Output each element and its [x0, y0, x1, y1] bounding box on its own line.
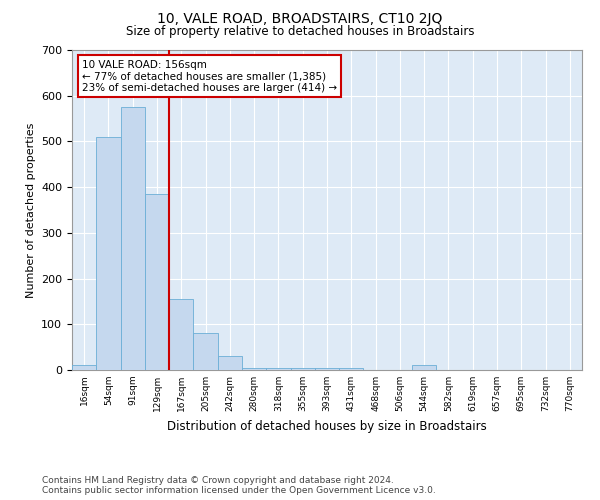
Bar	[96, 137, 121, 370]
Bar	[145, 194, 169, 370]
Text: Contains HM Land Registry data © Crown copyright and database right 2024.
Contai: Contains HM Land Registry data © Crown c…	[42, 476, 436, 495]
Bar	[266, 368, 290, 370]
Bar	[169, 299, 193, 370]
Text: 10 VALE ROAD: 156sqm
← 77% of detached houses are smaller (1,385)
23% of semi-de: 10 VALE ROAD: 156sqm ← 77% of detached h…	[82, 60, 337, 93]
Bar	[315, 368, 339, 370]
Bar	[290, 368, 315, 370]
Y-axis label: Number of detached properties: Number of detached properties	[26, 122, 35, 298]
Bar	[72, 366, 96, 370]
Bar	[412, 366, 436, 370]
Bar	[242, 368, 266, 370]
Bar	[193, 334, 218, 370]
Text: Size of property relative to detached houses in Broadstairs: Size of property relative to detached ho…	[126, 25, 474, 38]
Bar	[218, 356, 242, 370]
Text: 10, VALE ROAD, BROADSTAIRS, CT10 2JQ: 10, VALE ROAD, BROADSTAIRS, CT10 2JQ	[157, 12, 443, 26]
Bar	[339, 368, 364, 370]
X-axis label: Distribution of detached houses by size in Broadstairs: Distribution of detached houses by size …	[167, 420, 487, 432]
Bar	[121, 107, 145, 370]
